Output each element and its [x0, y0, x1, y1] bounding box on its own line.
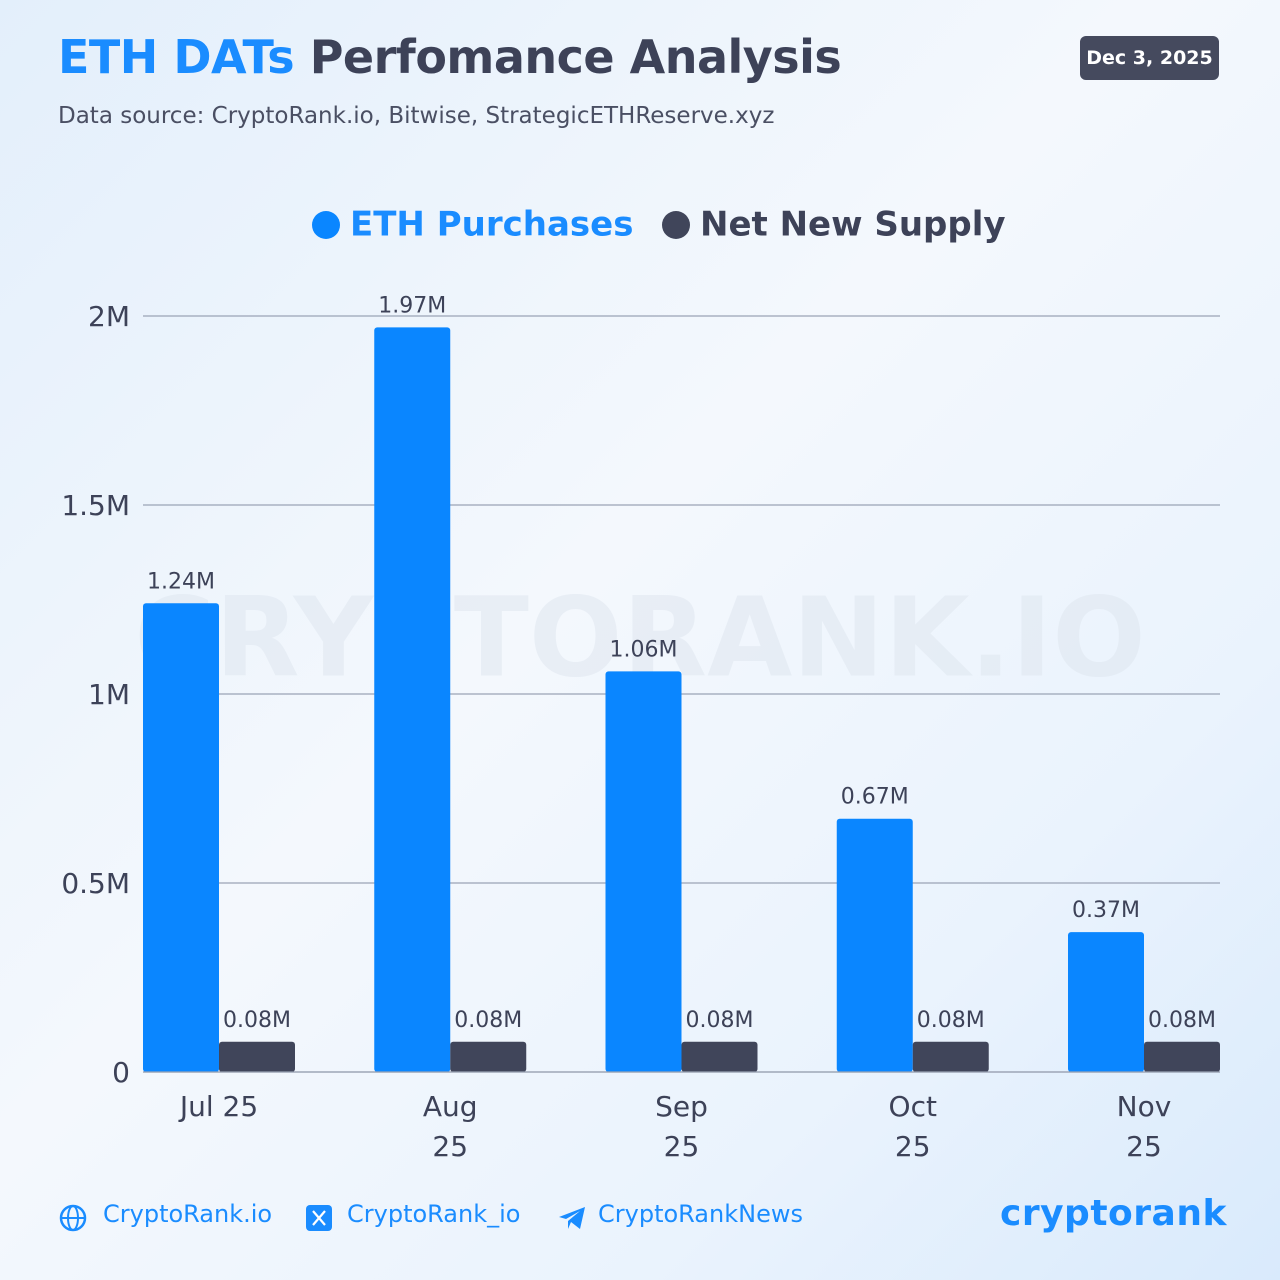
footer-link[interactable]: CryptoRank_io [347, 1200, 521, 1228]
y-tick-label: 1.5M [61, 489, 130, 522]
value-label: 1.24M [147, 569, 215, 594]
x-tick-label: Oct 25 [888, 1090, 937, 1163]
y-tick-label: 0 [112, 1056, 130, 1089]
title-highlight: ETH DATs [58, 30, 295, 84]
chart-title: ETH DATs Perfomance Analysis [58, 30, 842, 84]
footer-link[interactable]: CryptoRankNews [598, 1200, 803, 1228]
subtitle: Data source: CryptoRank.io, Bitwise, Str… [58, 103, 775, 129]
footer-link[interactable]: CryptoRank.io [103, 1200, 273, 1228]
legend-label: Net New Supply [700, 205, 1006, 245]
bar [450, 1041, 527, 1072]
bar [1144, 1041, 1220, 1072]
telegram-icon [559, 1207, 585, 1229]
x-icon [306, 1205, 332, 1231]
value-label: 0.08M [686, 1008, 754, 1033]
x-tick-label: Aug 25 [422, 1090, 478, 1163]
value-label: 0.08M [917, 1008, 985, 1033]
bar [219, 1041, 295, 1072]
date-badge: Dec 3, 2025 [1080, 36, 1219, 80]
bar [681, 1041, 758, 1072]
value-label: 0.37M [1072, 898, 1140, 923]
value-label: 0.08M [1148, 1008, 1216, 1033]
bar [143, 603, 219, 1072]
bar [836, 818, 913, 1072]
value-label: 0.08M [223, 1008, 291, 1033]
title-text: Perfomance Analysis [309, 30, 842, 84]
value-label: 0.67M [841, 785, 909, 810]
bar [912, 1041, 989, 1072]
y-tick-label: 2M [88, 300, 130, 333]
y-tick-label: 1M [88, 678, 130, 711]
chart: CRYPTORANK.IO ETH Purchases Net New Suppl… [61, 205, 1220, 1089]
globe-icon [59, 1204, 87, 1232]
x-tick-label: Jul 25 [179, 1090, 259, 1123]
bar [374, 327, 451, 1073]
bar [605, 671, 682, 1072]
value-label: 1.97M [378, 293, 446, 318]
legend-swatch [312, 211, 340, 239]
value-label: 1.06M [610, 637, 678, 662]
y-tick-label: 0.5M [61, 867, 130, 900]
legend-label: ETH Purchases [350, 205, 633, 245]
x-tick-label: Sep 25 [655, 1090, 708, 1163]
legend-swatch [662, 211, 690, 239]
x-tick-label: Nov 25 [1116, 1090, 1172, 1163]
bar [1068, 932, 1144, 1072]
logo: cryptorank [1000, 1193, 1227, 1234]
value-label: 0.08M [454, 1008, 522, 1033]
